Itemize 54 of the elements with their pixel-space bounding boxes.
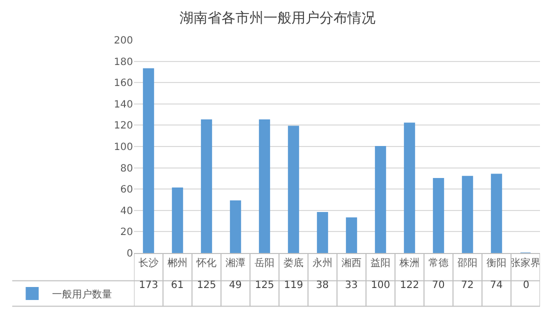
x-tick-label: 长沙 — [138, 257, 158, 269]
bar — [404, 122, 416, 253]
data-label: 173 — [139, 280, 158, 291]
x-tick-label: 邵阳 — [458, 258, 478, 269]
bar — [230, 200, 242, 253]
y-tick-label: 60 — [120, 184, 133, 196]
data-label: 100 — [371, 280, 390, 291]
data-label: 74 — [490, 280, 503, 291]
x-tick-label: 益阳 — [370, 257, 390, 269]
y-tick-label: 20 — [120, 227, 133, 238]
legend-label: 一般用户数量 — [52, 288, 112, 300]
x-tick-label: 湘潭 — [226, 257, 246, 269]
x-tick-label: 衡阳 — [486, 257, 506, 269]
bar — [432, 178, 444, 253]
bar — [316, 212, 328, 253]
data-label: 125 — [255, 280, 274, 291]
bar — [288, 126, 300, 253]
chart-title: 湖南省各市州一般用户分布情况 — [180, 10, 376, 27]
data-label: 122 — [400, 280, 420, 291]
bar — [346, 217, 358, 253]
x-tick-label: 岳阳 — [254, 257, 274, 269]
data-label: 38 — [316, 280, 329, 291]
y-tick-label: 80 — [120, 163, 133, 174]
data-label: 0 — [523, 280, 530, 291]
bar — [490, 174, 502, 253]
data-label: 72 — [461, 280, 474, 291]
x-tick-label: 常德 — [428, 257, 448, 269]
bar — [374, 146, 386, 253]
x-tick-label: 永州 — [312, 257, 332, 269]
bar — [258, 119, 270, 253]
data-label: 119 — [284, 280, 304, 291]
y-tick-label: 140 — [114, 99, 133, 110]
y-tick-label: 0 — [126, 248, 133, 260]
data-label: 49 — [229, 280, 242, 291]
y-tick-label: 100 — [114, 142, 133, 153]
bar — [200, 119, 212, 253]
bar — [172, 188, 184, 253]
data-label: 33 — [345, 280, 358, 291]
y-tick-label: 160 — [114, 78, 133, 90]
y-tick-label: 200 — [114, 36, 133, 46]
x-tick-label: 张家界 — [510, 257, 540, 269]
data-label: 61 — [171, 280, 184, 291]
x-tick-label: 株洲 — [398, 257, 420, 269]
x-tick-label: 娄底 — [284, 257, 304, 269]
bar — [462, 176, 474, 253]
y-tick-label: 120 — [114, 120, 133, 132]
y-tick-label: 180 — [114, 56, 133, 68]
x-tick-label: 怀化 — [196, 257, 216, 269]
bar — [142, 68, 154, 253]
data-label: 125 — [197, 280, 216, 291]
y-tick-label: 40 — [120, 206, 133, 217]
x-tick-label: 郴州 — [168, 257, 188, 269]
x-tick-label: 湘西 — [342, 257, 362, 269]
data-label: 70 — [432, 280, 445, 291]
